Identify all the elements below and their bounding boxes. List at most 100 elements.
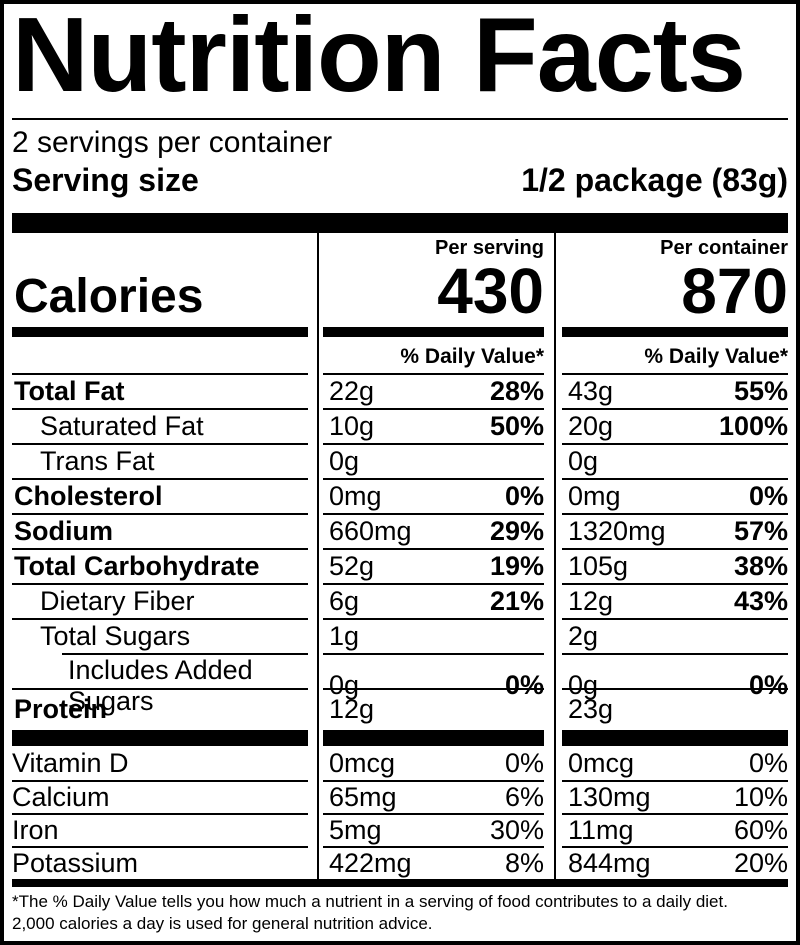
vitamin-dv-container: 10% [733, 781, 788, 812]
nutrient-row: Saturated Fat 10g 50% 20g 100% [12, 407, 788, 443]
nutrient-name: Trans Fat [40, 445, 155, 476]
big-bar [12, 730, 308, 747]
nutrient-amount-container: 43g [568, 375, 614, 406]
nutrient-dv-serving: 29% [489, 515, 544, 546]
thick-divider-bar-bottom [12, 878, 788, 887]
footnote-line-1: *The % Daily Value tells you how much a … [12, 891, 728, 911]
nutrient-dv-container: 55% [733, 375, 788, 406]
nutrient-dv-container: 57% [733, 515, 788, 546]
column-divider-1 [317, 232, 319, 879]
vitamin-dv-serving: 0% [504, 747, 544, 778]
nutrient-amount-serving: 660mg [329, 515, 412, 546]
footnote-line-2: 2,000 calories a day is used for general… [12, 914, 433, 934]
nutrient-dv-container: 0% [748, 670, 788, 701]
nutrient-amount-serving: 12g [329, 693, 375, 724]
nutrient-dv-serving: 0% [504, 480, 544, 511]
nutrient-name: Sodium [14, 515, 113, 546]
vitamin-name: Iron [12, 814, 59, 845]
calories-per-container: 870 [681, 254, 788, 327]
nutrient-amount-container: 0g [568, 445, 599, 476]
nutrient-name: Total Carbohydrate [14, 550, 260, 581]
nutrient-row: Dietary Fiber 6g 21% 12g 43% [12, 582, 788, 618]
servings-per-container: 2 servings per container [12, 126, 333, 159]
nutrient-name: Total Fat [14, 375, 125, 406]
vitamin-dv-container: 20% [733, 847, 788, 878]
nutrient-dv-container: 100% [718, 410, 788, 441]
calories-per-serving: 430 [437, 254, 544, 327]
per-serving-header: Per serving [435, 236, 544, 259]
vitamin-name: Calcium [12, 781, 110, 812]
nutrient-row: Protein 12g 23g [12, 687, 788, 729]
vitamin-amount-container: 11mg [568, 814, 634, 845]
nutrition-table: Per serving Per container Calories 430 8… [12, 232, 788, 879]
vitamin-dv-serving: 8% [504, 847, 544, 878]
nutrient-amount-serving: 52g [329, 550, 375, 581]
section-divider-row [12, 729, 788, 747]
nutrient-dv-serving: 28% [489, 375, 544, 406]
vitamin-amount-serving: 422mg [329, 847, 412, 878]
vitamin-row: Vitamin D 0mcg 0% 0mcg 0% [12, 747, 788, 780]
nutrient-amount-container: 1320mg [568, 515, 666, 546]
calories-underline-row [12, 319, 788, 339]
nutrient-dv-serving: 0% [504, 670, 544, 701]
big-bar [323, 730, 544, 747]
nutrient-row: Total Fat 22g 28% 43g 55% [12, 372, 788, 408]
nutrient-amount-container: 0mg [568, 480, 621, 511]
column-header-row: Per serving Per container [12, 233, 788, 263]
medium-bar [323, 327, 544, 338]
vitamin-amount-serving: 5mg [329, 814, 382, 845]
nutrient-name: Dietary Fiber [40, 585, 195, 616]
nutrient-dv-serving: 50% [489, 410, 544, 441]
nutrient-name: Includes Added Sugars [68, 654, 253, 716]
nutrient-amount-serving: 0mg [329, 480, 382, 511]
vitamin-amount-serving: 65mg [329, 781, 397, 812]
thick-divider-bar-top [12, 212, 788, 233]
vitamin-dv-serving: 30% [489, 814, 544, 845]
nutrient-name: Total Sugars [40, 620, 191, 651]
nutrient-dv-serving: 19% [489, 550, 544, 581]
vitamin-dv-container: 0% [748, 747, 788, 778]
nutrient-dv-container: 43% [733, 585, 788, 616]
per-container-header: Per container [660, 236, 788, 259]
nutrient-amount-serving: 22g [329, 375, 375, 406]
nutrient-dv-container: 0% [748, 480, 788, 511]
vitamin-amount-container: 130mg [568, 781, 651, 812]
nutrient-name: Saturated Fat [40, 410, 204, 441]
vitamin-amount-serving: 0mcg [329, 747, 396, 778]
nutrient-row: Total Carbohydrate 52g 19% 105g 38% [12, 547, 788, 583]
nutrient-row: Cholesterol 0mg 0% 0mg 0% [12, 477, 788, 513]
nutrient-row: Total Sugars 1g 2g [12, 617, 788, 653]
serving-size-row: Serving size 1/2 package (83g) [12, 161, 788, 213]
vitamin-name: Potassium [12, 847, 139, 878]
vitamin-amount-container: 844mg [568, 847, 651, 878]
nutrient-amount-container: 20g [568, 410, 614, 441]
daily-value-header-row: % Daily Value* % Daily Value* [12, 339, 788, 373]
nutrient-amount-serving: 6g [329, 585, 360, 616]
serving-size-value: 1/2 package (83g) [521, 161, 788, 198]
nutrient-name: Protein [14, 693, 108, 724]
nutrient-row: Includes Added Sugars 0g 0% 0g 0% [12, 652, 788, 716]
nutrient-name: Cholesterol [14, 480, 163, 511]
vitamin-dv-serving: 6% [504, 781, 544, 812]
nutrient-dv-container: 38% [733, 550, 788, 581]
vitamin-row: Calcium 65mg 6% 130mg 10% [12, 779, 788, 813]
nutrient-amount-container: 0g [568, 670, 599, 701]
nutrient-amount-serving: 0g [329, 670, 360, 701]
medium-bar [562, 327, 788, 338]
nutrient-amount-container: 23g [568, 693, 614, 724]
nutrient-amount-container: 12g [568, 585, 614, 616]
label-title: Nutrition Facts [12, 4, 788, 120]
nutrient-amount-container: 2g [568, 620, 599, 651]
big-bar [562, 730, 788, 747]
nutrient-amount-container: 105g [568, 550, 629, 581]
nutrient-amount-serving: 10g [329, 410, 375, 441]
calories-row: Calories 430 870 [12, 254, 788, 327]
medium-bar [12, 327, 308, 338]
calories-label: Calories [14, 270, 204, 324]
daily-value-footnote: *The % Daily Value tells you how much a … [12, 891, 788, 936]
vitamin-amount-container: 0mcg [568, 747, 635, 778]
column-divider-2 [554, 232, 556, 879]
nutrient-row: Sodium 660mg 29% 1320mg 57% [12, 512, 788, 548]
nutrient-amount-serving: 0g [329, 445, 360, 476]
